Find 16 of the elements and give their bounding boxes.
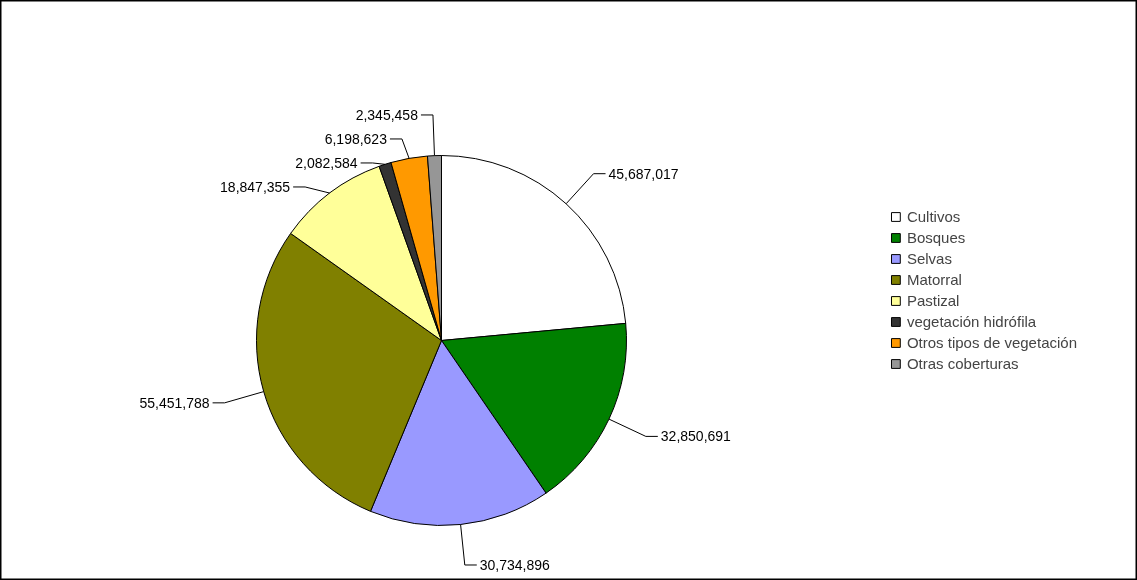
legend-label: Cultivos xyxy=(906,208,961,225)
data-label: 6,198,623 xyxy=(324,130,388,147)
data-label: 55,451,788 xyxy=(139,394,210,411)
legend-label: Otros tipos de vegetación xyxy=(906,334,1077,351)
data-label: 45,687,017 xyxy=(608,165,679,182)
data-label: 2,345,458 xyxy=(355,106,419,123)
legend-label: Selvas xyxy=(906,250,952,267)
data-label: 30,734,896 xyxy=(479,557,551,573)
legend-label: Otras coberturas xyxy=(906,355,1019,372)
legend-label: Bosques xyxy=(906,229,966,246)
legend-label: Matorral xyxy=(906,271,962,288)
data-label: 18,847,355 xyxy=(220,178,291,195)
data-label: 32,850,691 xyxy=(660,428,732,445)
data-label: 2,082,584 xyxy=(295,154,358,171)
legend-label: Pastizal xyxy=(906,292,960,309)
legend-label: vegetación hidrófila xyxy=(906,313,1037,330)
